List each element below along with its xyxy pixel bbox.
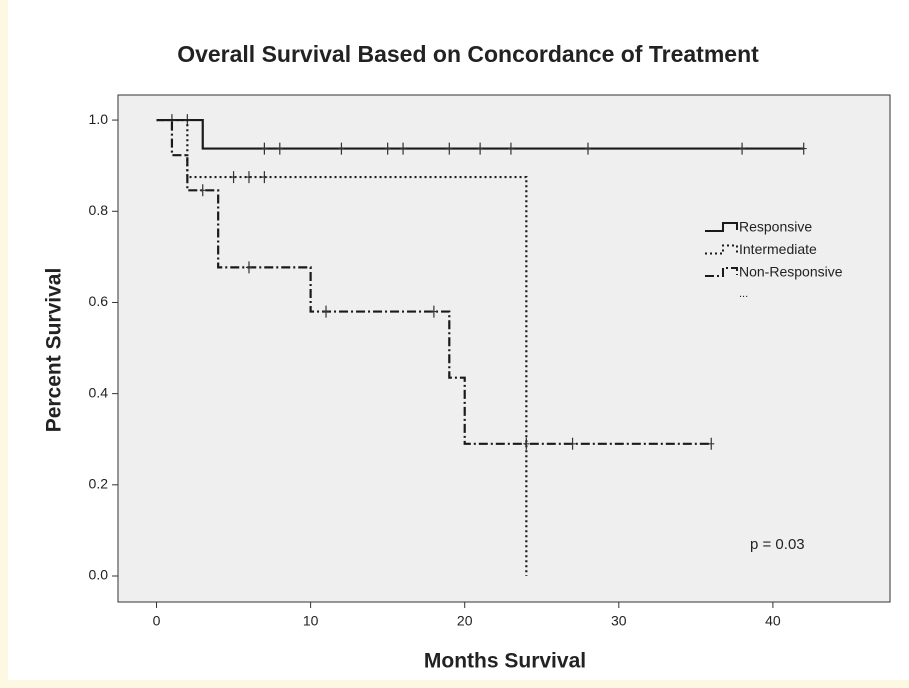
censor-mark bbox=[276, 142, 283, 155]
y-tick-label: 0.8 bbox=[89, 202, 109, 218]
x-axis-label: Months Survival bbox=[424, 650, 586, 673]
censor-mark bbox=[199, 184, 206, 197]
y-tick-label: 0.0 bbox=[89, 567, 109, 583]
plot-area bbox=[117, 94, 891, 603]
legend-label: Intermediate bbox=[739, 241, 817, 257]
censor-mark bbox=[507, 142, 514, 155]
censor-mark bbox=[400, 142, 407, 155]
censor-mark bbox=[384, 142, 391, 155]
y-tick-label: 1.0 bbox=[89, 111, 109, 127]
censor-mark bbox=[261, 171, 268, 184]
y-tick-label: 0.6 bbox=[89, 293, 109, 309]
censor-mark bbox=[430, 305, 437, 318]
x-tick-label: 0 bbox=[153, 613, 161, 629]
censor-mark bbox=[230, 171, 237, 184]
censor-mark bbox=[245, 261, 252, 274]
x-tick-label: 30 bbox=[611, 613, 627, 629]
x-tick-label: 10 bbox=[303, 613, 319, 629]
y-axis-label: Percent Survival bbox=[43, 268, 66, 433]
censor-mark bbox=[739, 142, 746, 155]
y-tick-label: 0.2 bbox=[89, 476, 109, 492]
survival-curve bbox=[156, 118, 528, 577]
legend-swatch bbox=[705, 222, 738, 232]
legend-swatch bbox=[705, 267, 738, 277]
censor-mark bbox=[245, 171, 252, 184]
legend-label: Non-Responsive bbox=[739, 264, 843, 280]
censor-mark bbox=[477, 142, 484, 155]
censor-mark bbox=[523, 437, 530, 450]
censor-mark bbox=[584, 142, 591, 155]
censor-mark bbox=[708, 437, 715, 450]
censor-mark bbox=[800, 142, 807, 155]
annotation: p = 0.03 bbox=[750, 536, 805, 553]
y-tick-label: 0.4 bbox=[89, 384, 109, 400]
censor-mark bbox=[338, 142, 345, 155]
chart-title: Overall Survival Based on Concordance of… bbox=[177, 41, 759, 67]
censor-mark bbox=[261, 142, 268, 155]
survival-curve bbox=[156, 118, 804, 150]
x-tick-label: 20 bbox=[457, 613, 473, 629]
legend-label: Responsive bbox=[739, 219, 812, 235]
censor-mark bbox=[446, 142, 453, 155]
x-tick-label: 40 bbox=[765, 613, 781, 629]
legend-swatch bbox=[705, 244, 738, 255]
censor-mark bbox=[323, 305, 330, 318]
survival-curve bbox=[156, 118, 712, 445]
legend-more: ... bbox=[739, 288, 748, 300]
censor-mark bbox=[569, 437, 576, 450]
